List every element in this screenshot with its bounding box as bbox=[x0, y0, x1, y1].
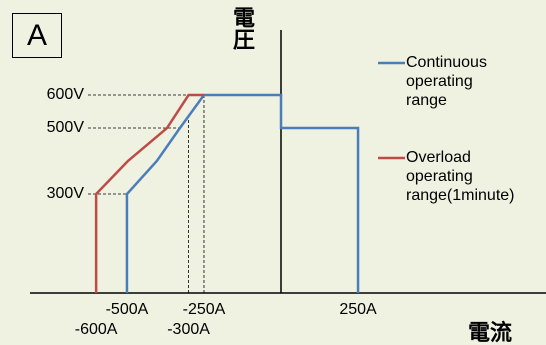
x-tick-label: -250A bbox=[183, 301, 226, 318]
x-tick-label: -300A bbox=[167, 321, 210, 338]
x-axis-label: 電流 bbox=[468, 320, 513, 345]
series-line bbox=[94, 93, 204, 293]
series-line bbox=[125, 93, 360, 293]
y-axis-label: 電圧 bbox=[230, 6, 255, 50]
legend-label: Continuous operating range bbox=[406, 54, 487, 109]
x-tick-label: -500A bbox=[106, 301, 149, 318]
x-tick-label: -600A bbox=[75, 321, 118, 338]
y-tick-label: 600V bbox=[47, 86, 85, 103]
x-tick-label: 250A bbox=[339, 301, 377, 318]
y-tick-label: 300V bbox=[47, 185, 85, 202]
legend-label: Overload operating range(1minute) bbox=[406, 149, 515, 204]
chart-title: A bbox=[12, 13, 62, 58]
y-tick-label: 500V bbox=[47, 119, 85, 136]
